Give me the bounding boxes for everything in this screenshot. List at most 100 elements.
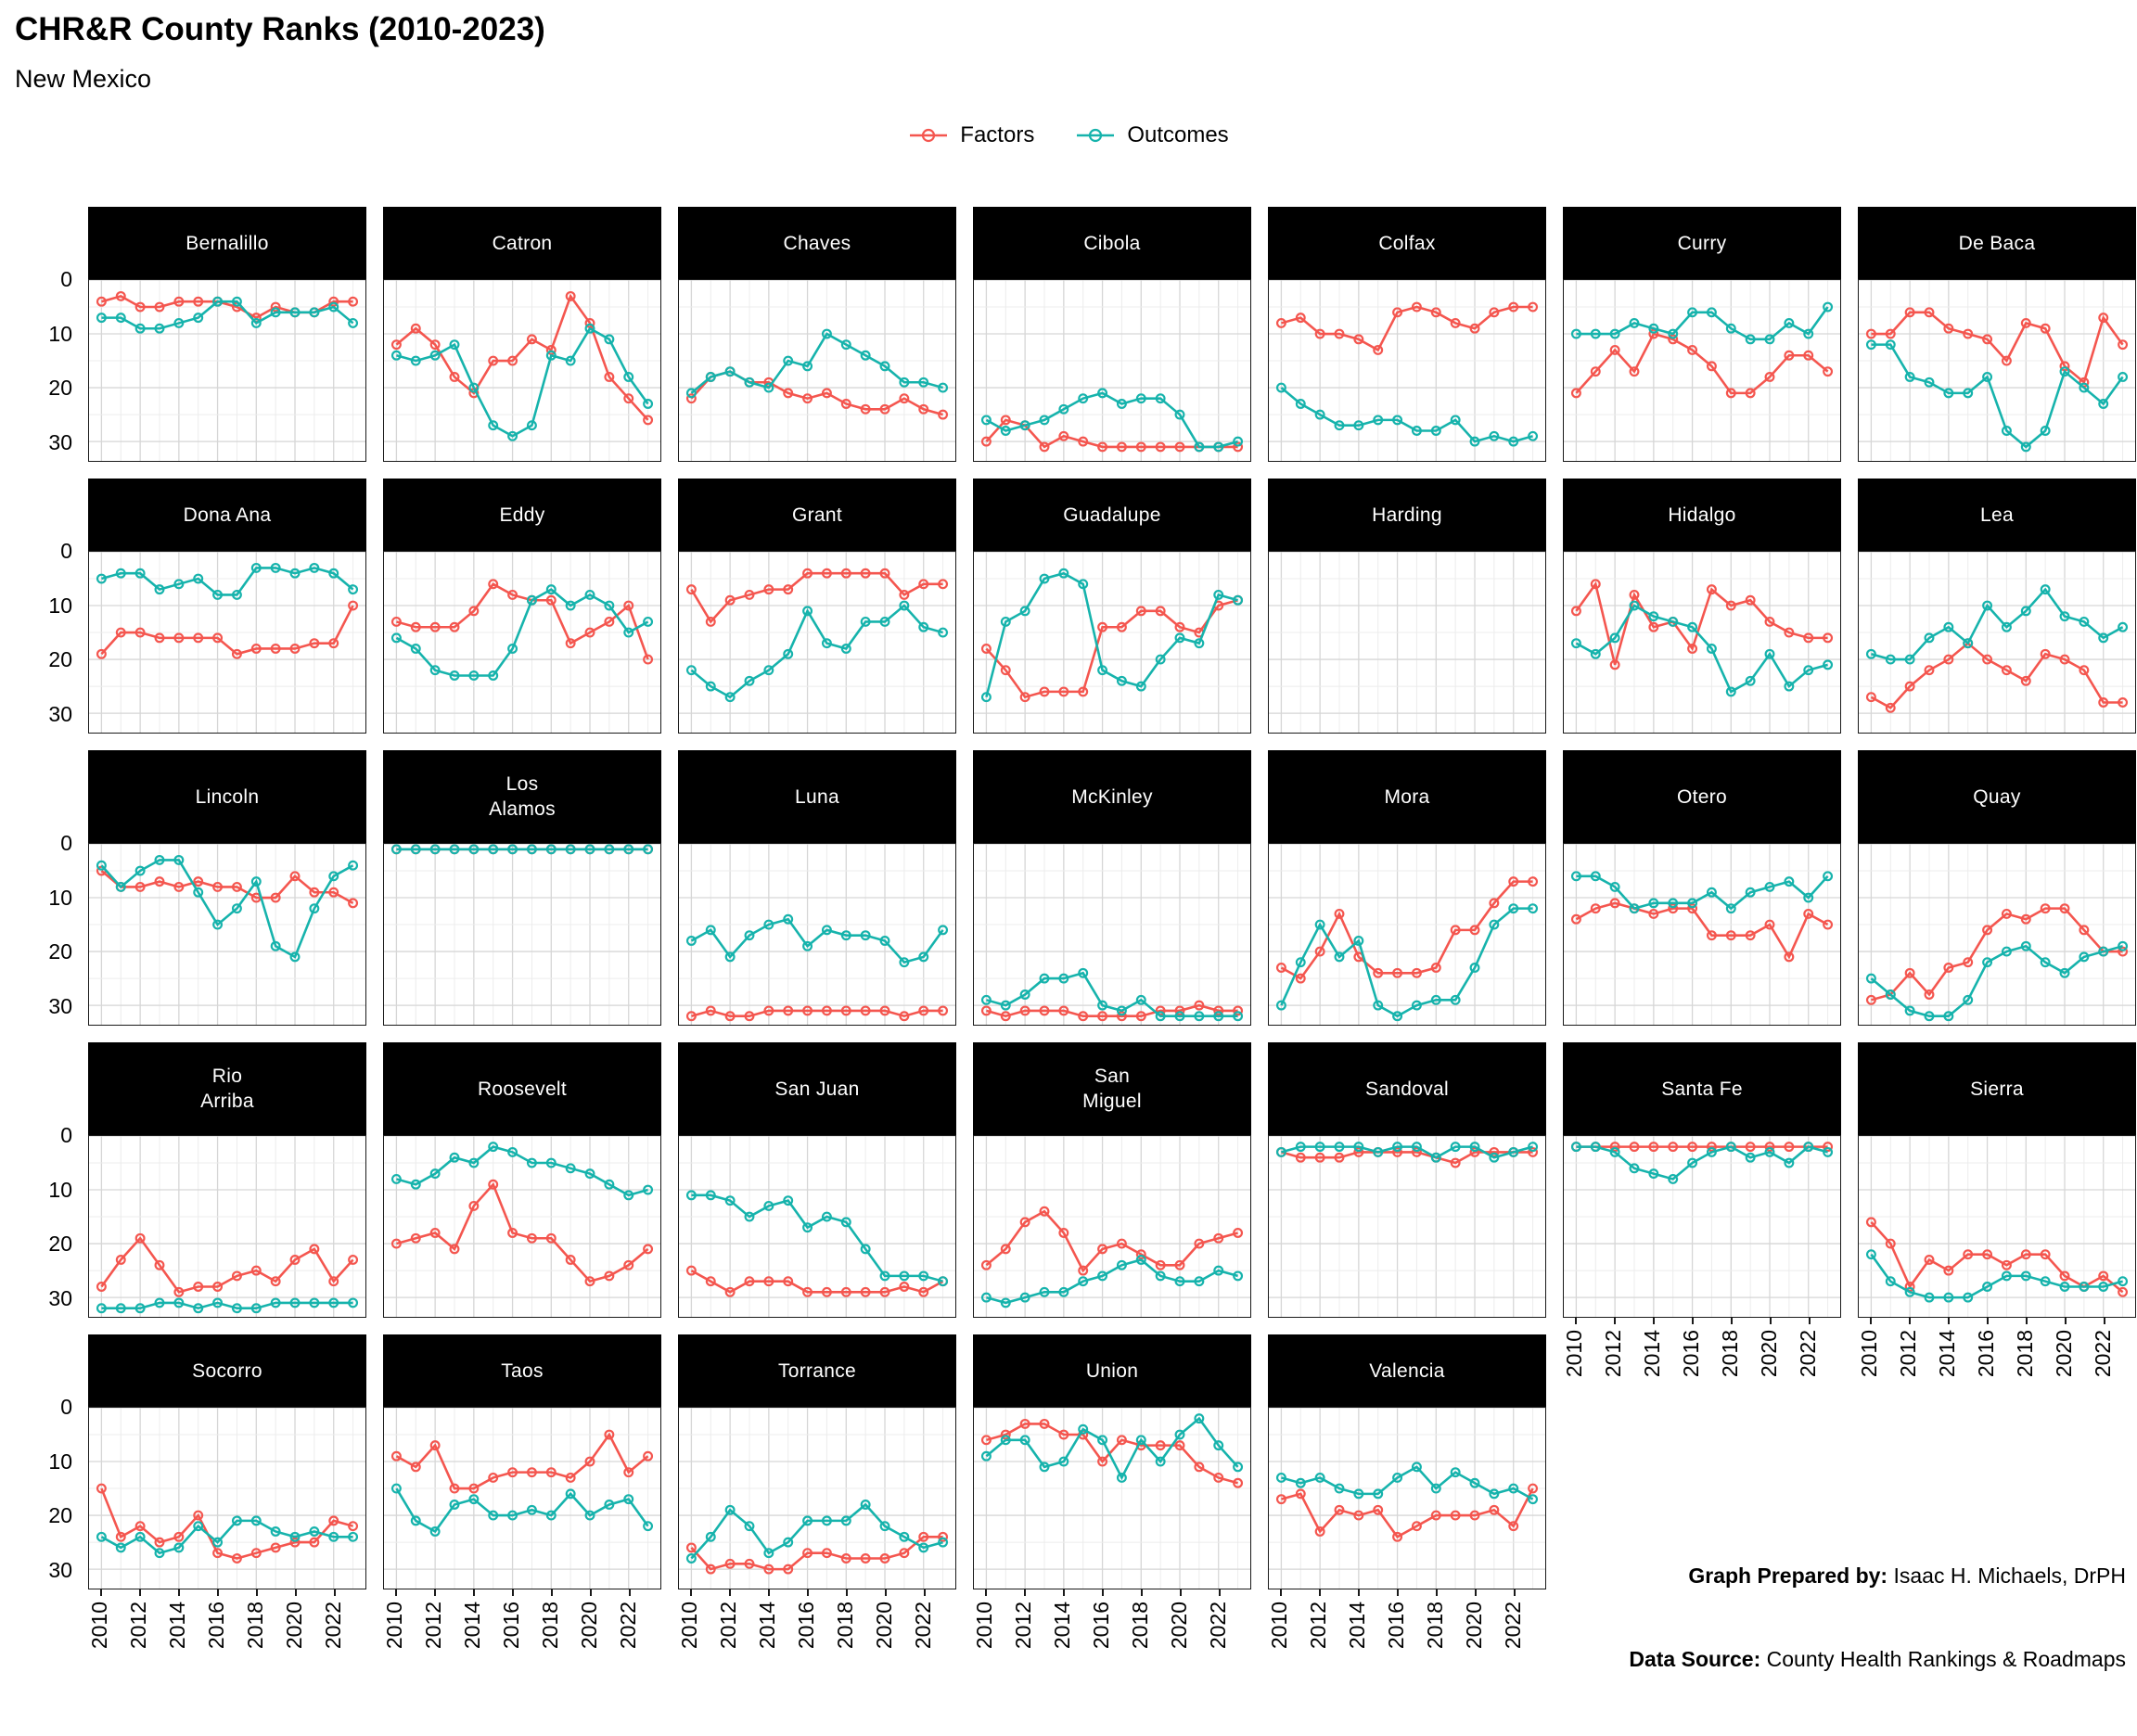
facet-panel	[1563, 843, 1841, 1026]
x-axis-tick	[1101, 1589, 1104, 1596]
facet-title: Mora	[1268, 750, 1546, 843]
factors-series	[685, 568, 949, 627]
facet-valencia: Valencia 2010 2012 2014 2016 2018 2020 2022	[1267, 1334, 1546, 1649]
facet-san-juan: San Juan	[678, 1042, 956, 1318]
y-axis-tick-label: 10	[48, 1177, 72, 1202]
x-axis: 2010 2012 2014 2016 2018 2020 2022	[676, 1589, 956, 1673]
facet-chart	[1564, 844, 1840, 1025]
facet-title: Harding	[1268, 479, 1546, 551]
x-axis-tick-label: 2014	[164, 1602, 189, 1650]
facet-panel	[1563, 279, 1841, 462]
x-axis: 2010 2012 2014 2016 2018 2020 2022	[972, 1589, 1251, 1673]
x-axis-tick	[2025, 1318, 2028, 1324]
facet-dona-ana: Dona Ana	[88, 479, 366, 734]
facet-title: Lincoln	[88, 750, 366, 843]
facet-chart	[974, 280, 1250, 461]
x-axis-tick-label: 2020	[871, 1602, 896, 1650]
x-axis-tick	[433, 1589, 436, 1596]
footer-source-label: Data Source:	[1629, 1647, 1761, 1671]
facet-otero: Otero	[1563, 750, 1841, 1026]
x-axis-tick	[511, 1589, 514, 1596]
x-axis-tick-label: 2010	[676, 1602, 701, 1650]
factors-series	[1275, 301, 1539, 355]
outcomes-series	[1275, 903, 1539, 1022]
facet-title: Socorro	[88, 1334, 366, 1407]
x-axis-tick	[1691, 1318, 1694, 1324]
facet-panel	[383, 843, 661, 1026]
x-axis-tick	[767, 1589, 770, 1596]
outcomes-series	[1865, 584, 2129, 665]
factors-series	[390, 1179, 654, 1287]
facet-panel	[383, 1407, 661, 1589]
x-axis-tick	[1279, 1589, 1282, 1596]
x-axis-tick	[1218, 1589, 1221, 1596]
facet-sierra: Sierra 2010 2012 2014 2016 2018 2020 2022	[1857, 1042, 2136, 1377]
outcomes-series	[685, 1190, 949, 1287]
facet-title: Grant	[678, 479, 956, 551]
outcomes-series	[96, 296, 359, 334]
facet-panel	[88, 843, 366, 1026]
x-axis-tick	[589, 1589, 592, 1596]
outcomes-series	[980, 1413, 1244, 1483]
x-axis-tick	[1986, 1318, 1989, 1324]
x-axis-tick	[1730, 1318, 1733, 1324]
facet-title: San Miguel	[973, 1042, 1251, 1135]
y-axis-tick-label: 0	[60, 539, 72, 563]
y-axis-tick-label: 0	[60, 1395, 72, 1419]
factors-series	[980, 1206, 1244, 1276]
outcomes-series	[96, 1515, 359, 1559]
facet-title: McKinley	[973, 750, 1251, 843]
facet-chart	[1269, 1408, 1545, 1589]
factors-series	[96, 1483, 359, 1564]
x-axis-tick-label: 2018	[1127, 1602, 1152, 1650]
x-axis-tick	[472, 1589, 475, 1596]
facet-chart	[384, 280, 660, 461]
facet-title: Quay	[1858, 750, 2136, 843]
facet-quay: Quay	[1858, 750, 2136, 1026]
facet-panel	[1858, 279, 2136, 462]
facet-colfax: Colfax	[1268, 207, 1546, 462]
facet-panel	[88, 279, 366, 462]
y-axis-tick-label: 20	[48, 1232, 72, 1257]
x-axis-tick-label: 2014	[459, 1602, 484, 1650]
facet-chart	[384, 844, 660, 1025]
facet-title: Lea	[1858, 479, 2136, 551]
facet-panel	[973, 551, 1251, 734]
facet-chart	[89, 280, 365, 461]
y-axis-tick-label: 30	[48, 701, 72, 726]
outcomes-series-icon	[1077, 128, 1115, 143]
footer: Graph Prepared by: Isaac H. Michaels, Dr…	[1629, 1506, 2126, 1729]
facet-panel	[1858, 843, 2136, 1026]
facet-panel	[1268, 1135, 1546, 1318]
facet-chart	[1564, 1136, 1840, 1317]
x-axis-tick-label: 2022	[1205, 1602, 1230, 1650]
facet-title: Colfax	[1268, 207, 1546, 279]
x-axis-tick	[216, 1589, 219, 1596]
x-axis-tick-label: 2016	[498, 1602, 523, 1650]
facet-chart	[89, 1408, 365, 1589]
y-axis-tick-label: 10	[48, 593, 72, 618]
facet-chart	[679, 1408, 955, 1589]
x-axis-tick-label: 2020	[1461, 1602, 1486, 1650]
facet-title: Union	[973, 1334, 1251, 1407]
x-axis: 2010 2012 2014 2016 2018 2020 2022	[1857, 1318, 2136, 1401]
legend-item-outcomes: Outcomes	[1075, 122, 1229, 148]
factors-series	[96, 600, 359, 659]
x-axis-tick-label: 2012	[125, 1602, 150, 1650]
x-axis-tick-label: 2010	[381, 1602, 406, 1650]
x-axis-tick	[1908, 1318, 1911, 1324]
facet-chart	[974, 1136, 1250, 1317]
facet-panel	[1268, 279, 1546, 462]
facet-title: Eddy	[383, 479, 661, 551]
x-axis-tick-label: 2022	[320, 1602, 345, 1650]
outcomes-series	[1275, 1462, 1539, 1505]
factors-series	[1275, 1483, 1539, 1542]
outcomes-series	[980, 568, 1244, 703]
footer-prepared-by: Graph Prepared by: Isaac H. Michaels, Dr…	[1629, 1562, 2126, 1589]
page-subtitle: New Mexico	[15, 65, 152, 93]
facet-panel	[1268, 551, 1546, 734]
facet-panel	[1268, 1407, 1546, 1589]
facet-panel	[1563, 551, 1841, 734]
outcomes-series	[1865, 339, 2129, 453]
factors-series	[1570, 898, 1834, 963]
